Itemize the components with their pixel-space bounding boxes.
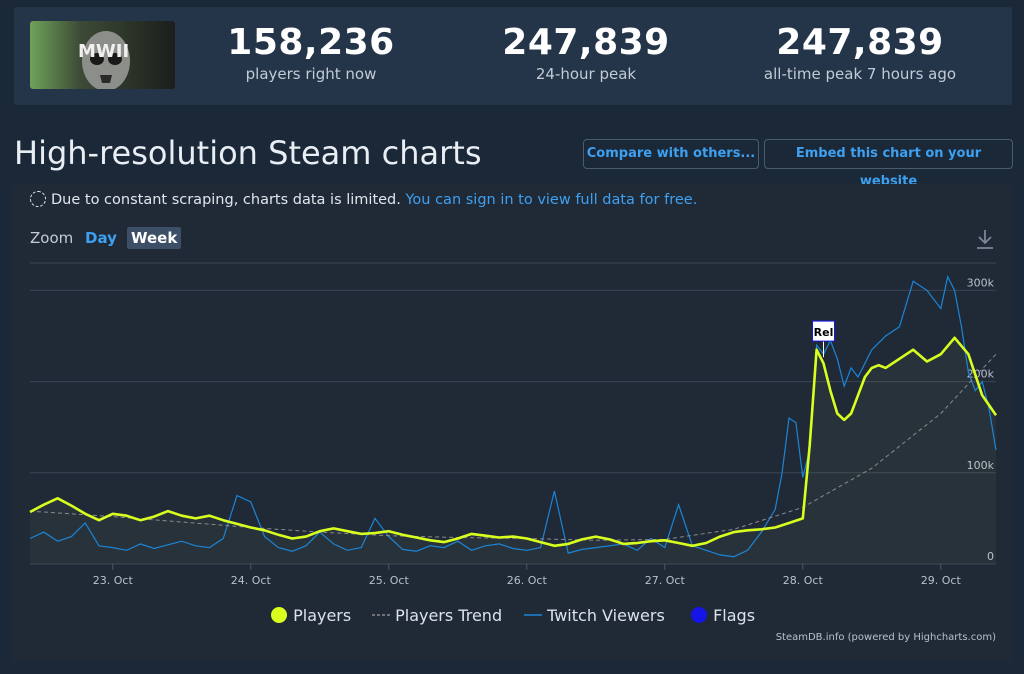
current-players-label: players right now xyxy=(245,65,377,83)
peak-24h-label: 24-hour peak xyxy=(535,65,637,83)
page-title: High-resolution Steam charts xyxy=(14,134,482,172)
legend-trend-marker xyxy=(372,614,390,616)
x-tick-label: 27. Oct xyxy=(645,574,686,587)
legend-players[interactable]: Players xyxy=(270,604,351,628)
stat-all-time-peak: 247,839 all-time peak 7 hours ago xyxy=(745,21,975,83)
legend-flags-marker xyxy=(691,607,707,623)
x-tick-label: 24. Oct xyxy=(231,574,272,587)
flag-marker xyxy=(812,320,835,342)
game-cover-image[interactable]: MWII xyxy=(30,21,175,89)
flag-label: Rel xyxy=(814,326,834,339)
players-line xyxy=(29,336,998,548)
all-time-peak-value: 247,839 xyxy=(776,22,944,63)
game-cover-art: MWII xyxy=(30,21,175,89)
legend-players-trend[interactable]: Players Trend xyxy=(372,604,502,628)
chart-panel: Due to constant scraping, charts data is… xyxy=(12,184,1012,661)
y-tick-label: 100k xyxy=(967,459,995,472)
x-tick-label: 28. Oct xyxy=(783,574,824,587)
zoom-label: Zoom xyxy=(30,229,74,247)
y-tick-label: 0 xyxy=(987,550,994,563)
legend-twitch-marker xyxy=(524,614,542,616)
stat-24h-peak: 247,839 24-hour peak xyxy=(471,21,701,83)
zoom-day-button[interactable]: Day xyxy=(85,229,117,247)
y-tick-label: 300k xyxy=(967,276,995,289)
legend-flags[interactable]: Flags xyxy=(690,604,755,628)
x-tick-label: 26. Oct xyxy=(507,574,548,587)
download-icon[interactable] xyxy=(974,228,996,250)
info-dashed-circle-icon xyxy=(30,191,46,207)
legend-twitch-label: Twitch Viewers xyxy=(547,606,665,625)
legend-trend-label: Players Trend xyxy=(395,606,503,625)
legend-twitch-viewers[interactable]: Twitch Viewers xyxy=(524,604,665,628)
x-tick-label: 25. Oct xyxy=(369,574,410,587)
sign-in-link[interactable]: You can sign in to view full data for fr… xyxy=(405,192,698,208)
peak-24h-value: 247,839 xyxy=(502,22,670,63)
game-logo-text: MWII xyxy=(78,41,129,62)
legend-flags-label: Flags xyxy=(713,606,756,625)
twitch-viewers-line xyxy=(29,274,997,558)
all-time-peak-label: all-time peak 7 hours ago xyxy=(763,65,957,83)
stats-bar: MWII 158,236 players right now 247,839 2… xyxy=(14,7,1012,105)
compare-button[interactable]: Compare with others... xyxy=(583,139,759,169)
data-limit-notice: Due to constant scraping, charts data is… xyxy=(30,190,697,210)
legend-players-label: Players xyxy=(293,606,352,625)
players-area xyxy=(30,337,996,564)
embed-chart-button[interactable]: Embed this chart on your website xyxy=(764,139,1013,189)
stat-current-players: 158,236 players right now xyxy=(196,21,426,83)
legend-players-marker xyxy=(271,607,287,623)
current-players-value: 158,236 xyxy=(227,22,395,63)
notice-text: Due to constant scraping, charts data is… xyxy=(51,192,401,208)
chart-credit[interactable]: SteamDB.info (powered by Highcharts.com) xyxy=(775,632,996,643)
x-tick-label: 29. Oct xyxy=(921,574,962,587)
x-tick-label: 23. Oct xyxy=(93,574,134,587)
zoom-week-button[interactable]: Week xyxy=(127,227,182,249)
